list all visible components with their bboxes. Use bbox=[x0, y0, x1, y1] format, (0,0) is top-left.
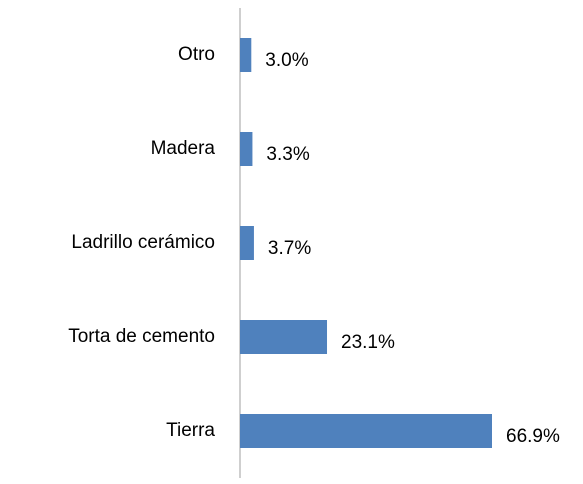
y-tick-label: Madera bbox=[151, 138, 216, 159]
bar bbox=[240, 226, 254, 260]
y-tick-label: Torta de cemento bbox=[68, 326, 215, 347]
value-label: 23.1% bbox=[341, 332, 395, 353]
value-label: 3.3% bbox=[266, 144, 309, 165]
y-tick-label: Otro bbox=[178, 44, 215, 65]
value-label: 3.0% bbox=[265, 50, 308, 71]
bar bbox=[240, 38, 252, 72]
y-tick-label: Ladrillo cerámico bbox=[71, 232, 215, 253]
bar bbox=[240, 414, 492, 448]
value-label: 3.7% bbox=[268, 238, 311, 259]
value-label: 66.9% bbox=[506, 426, 560, 447]
bar bbox=[240, 132, 253, 166]
y-tick-label: Tierra bbox=[166, 420, 215, 441]
bar bbox=[240, 320, 328, 354]
